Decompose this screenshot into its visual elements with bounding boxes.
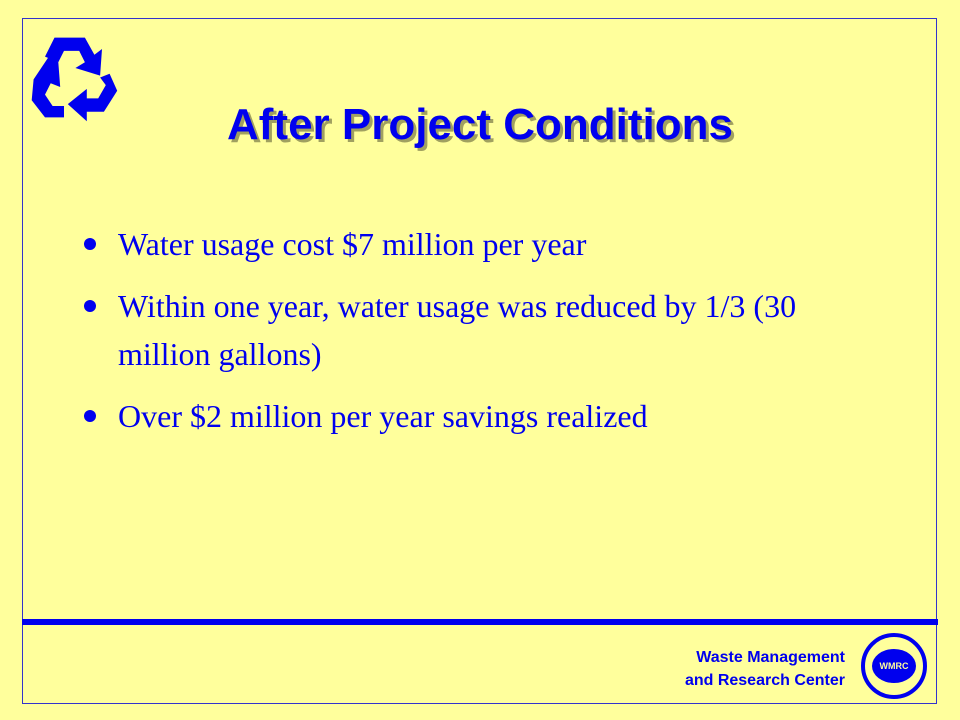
bullet: Over $2 million per year savings realize… bbox=[84, 392, 858, 440]
footer-text: Waste Management and Research Center bbox=[685, 646, 845, 692]
footer-line: Waste Management bbox=[696, 649, 845, 666]
wmrc-logo: WMRC bbox=[861, 633, 927, 699]
frame bbox=[22, 18, 937, 704]
logo-text: WMRC bbox=[880, 661, 909, 671]
recycle-icon bbox=[31, 37, 118, 122]
footer-line: and Research Center bbox=[684, 672, 845, 689]
bullet-list: Water usage cost $7 million per year With… bbox=[84, 220, 858, 454]
slide-title: After Project Conditions bbox=[226, 100, 734, 149]
footer-rule bbox=[22, 619, 938, 625]
bullet: Water usage cost $7 million per year bbox=[84, 220, 858, 268]
bullet: Within one year, water usage was reduced… bbox=[84, 282, 858, 378]
